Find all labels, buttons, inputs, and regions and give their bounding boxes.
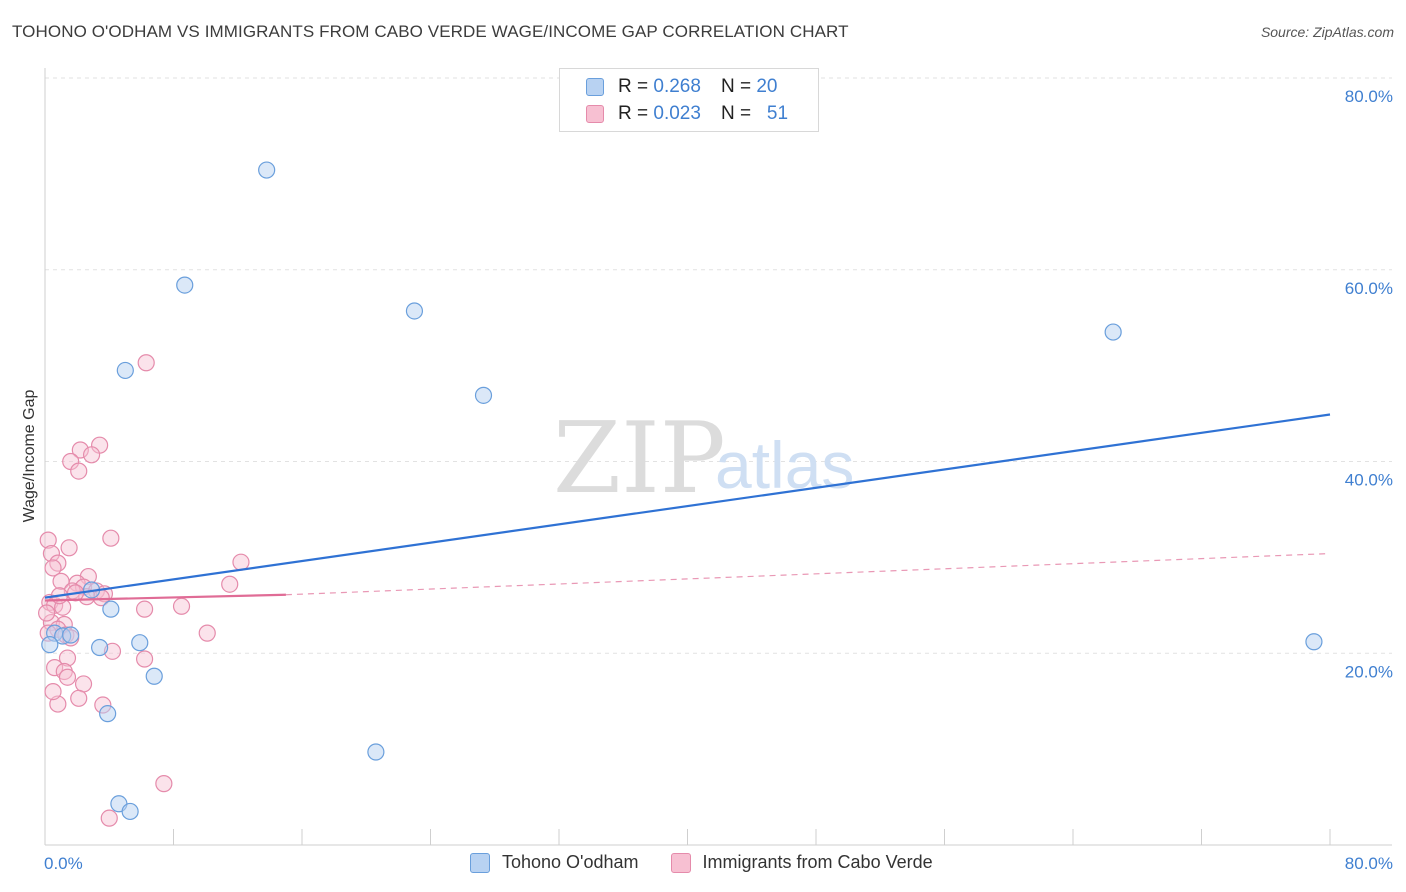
- series-cabo-verde-points: [38, 354, 250, 827]
- point-tohono: [91, 638, 109, 657]
- point-tohono: [1104, 323, 1122, 341]
- point-cabo-verde: [135, 650, 154, 668]
- point-cabo-verde: [58, 649, 77, 667]
- y-tick-label: 40.0%: [1345, 471, 1393, 490]
- legend-swatch-pink: [586, 105, 604, 123]
- point-cabo-verde: [100, 809, 118, 827]
- trend-extension-cabo-verde: [285, 552, 1331, 596]
- point-cabo-verde: [198, 624, 216, 642]
- point-tohono: [145, 667, 163, 685]
- trend-lines: [44, 413, 1331, 602]
- point-cabo-verde: [102, 529, 120, 547]
- trend-line-tohono: [44, 413, 1331, 599]
- y-tick-labels: 20.0% 40.0% 60.0% 80.0%: [1345, 87, 1393, 681]
- legend-row-cabo-verde: R = 0.023 N = 51: [586, 102, 788, 126]
- legend-item-tohono[interactable]: Tohono O'odham: [470, 852, 639, 873]
- point-tohono: [131, 634, 149, 652]
- point-cabo-verde: [42, 544, 61, 563]
- point-cabo-verde: [221, 575, 239, 593]
- legend-r-value-cabo-verde: 0.023: [653, 103, 701, 124]
- legend-r-value-tohono: 0.268: [653, 76, 701, 97]
- point-cabo-verde: [58, 668, 77, 686]
- point-cabo-verde: [70, 689, 88, 707]
- legend-swatch-blue: [586, 78, 604, 96]
- point-tohono: [1305, 633, 1323, 651]
- legend-row-tohono: R = 0.268 N = 20: [586, 75, 777, 99]
- legend-item-cabo-verde[interactable]: Immigrants from Cabo Verde: [670, 852, 933, 873]
- axes: [44, 68, 1392, 846]
- point-cabo-verde: [70, 462, 88, 480]
- point-cabo-verde: [44, 559, 62, 577]
- y-tick-label: 20.0%: [1345, 662, 1393, 681]
- point-tohono: [102, 600, 120, 618]
- y-tick-label: 60.0%: [1345, 279, 1393, 298]
- point-tohono: [474, 386, 493, 404]
- trend-line-cabo-verde: [44, 593, 286, 602]
- point-tohono: [99, 705, 117, 723]
- point-cabo-verde: [172, 597, 191, 615]
- legend-n-label: N =: [720, 103, 752, 124]
- legend-n-value-cabo-verde: 51: [766, 103, 789, 124]
- y-tick-label: 80.0%: [1345, 87, 1393, 106]
- point-cabo-verde: [60, 539, 78, 557]
- point-cabo-verde: [44, 682, 62, 701]
- point-cabo-verde: [71, 441, 89, 459]
- point-cabo-verde: [137, 354, 155, 372]
- point-cabo-verde: [38, 604, 56, 622]
- point-cabo-verde: [74, 675, 93, 693]
- watermark-zip: ZIP: [553, 402, 726, 516]
- point-cabo-verde: [232, 553, 250, 571]
- x-tick-label: 80.0%: [1345, 854, 1393, 873]
- point-cabo-verde: [155, 775, 173, 793]
- point-cabo-verde: [39, 531, 57, 549]
- legend-n-value-tohono: 20: [756, 76, 778, 97]
- point-tohono: [41, 636, 59, 654]
- legend-label-tohono: Tohono O'odham: [502, 852, 639, 872]
- series-legend: Tohono O'odham Immigrants from Cabo Verd…: [470, 852, 965, 873]
- point-tohono: [176, 276, 194, 294]
- watermark-atlas: atlas: [715, 428, 854, 502]
- point-tohono: [405, 302, 424, 320]
- legend-swatch-blue: [470, 852, 490, 873]
- legend-label-cabo-verde: Immigrants from Cabo Verde: [702, 852, 933, 872]
- watermark: ZIP atlas: [553, 402, 854, 516]
- series-tohono-points: [41, 161, 1323, 821]
- x-tick-labels: 0.0% 80.0%: [44, 854, 1393, 873]
- chart-title: TOHONO O'ODHAM VS IMMIGRANTS FROM CABO V…: [12, 22, 849, 41]
- source-credit: Source: ZipAtlas.com: [1260, 24, 1394, 40]
- point-cabo-verde: [135, 600, 154, 618]
- x-tick-label: 0.0%: [44, 854, 83, 873]
- point-cabo-verde: [82, 446, 101, 464]
- point-tohono: [121, 802, 139, 821]
- point-cabo-verde: [46, 659, 64, 677]
- point-tohono: [116, 361, 134, 380]
- point-tohono: [367, 743, 385, 761]
- y-axis-label: Wage/Income Gap: [21, 390, 38, 523]
- legend-r-label: R =: [618, 76, 649, 97]
- point-cabo-verde: [49, 554, 67, 572]
- legend-swatch-pink: [670, 852, 691, 873]
- point-tohono: [258, 161, 276, 179]
- stats-legend: R = 0.268 N = 20 R = 0.023 N = 51: [559, 68, 819, 132]
- legend-r-label: R =: [618, 103, 649, 124]
- legend-n-label: N =: [720, 76, 752, 97]
- point-tohono: [62, 626, 80, 644]
